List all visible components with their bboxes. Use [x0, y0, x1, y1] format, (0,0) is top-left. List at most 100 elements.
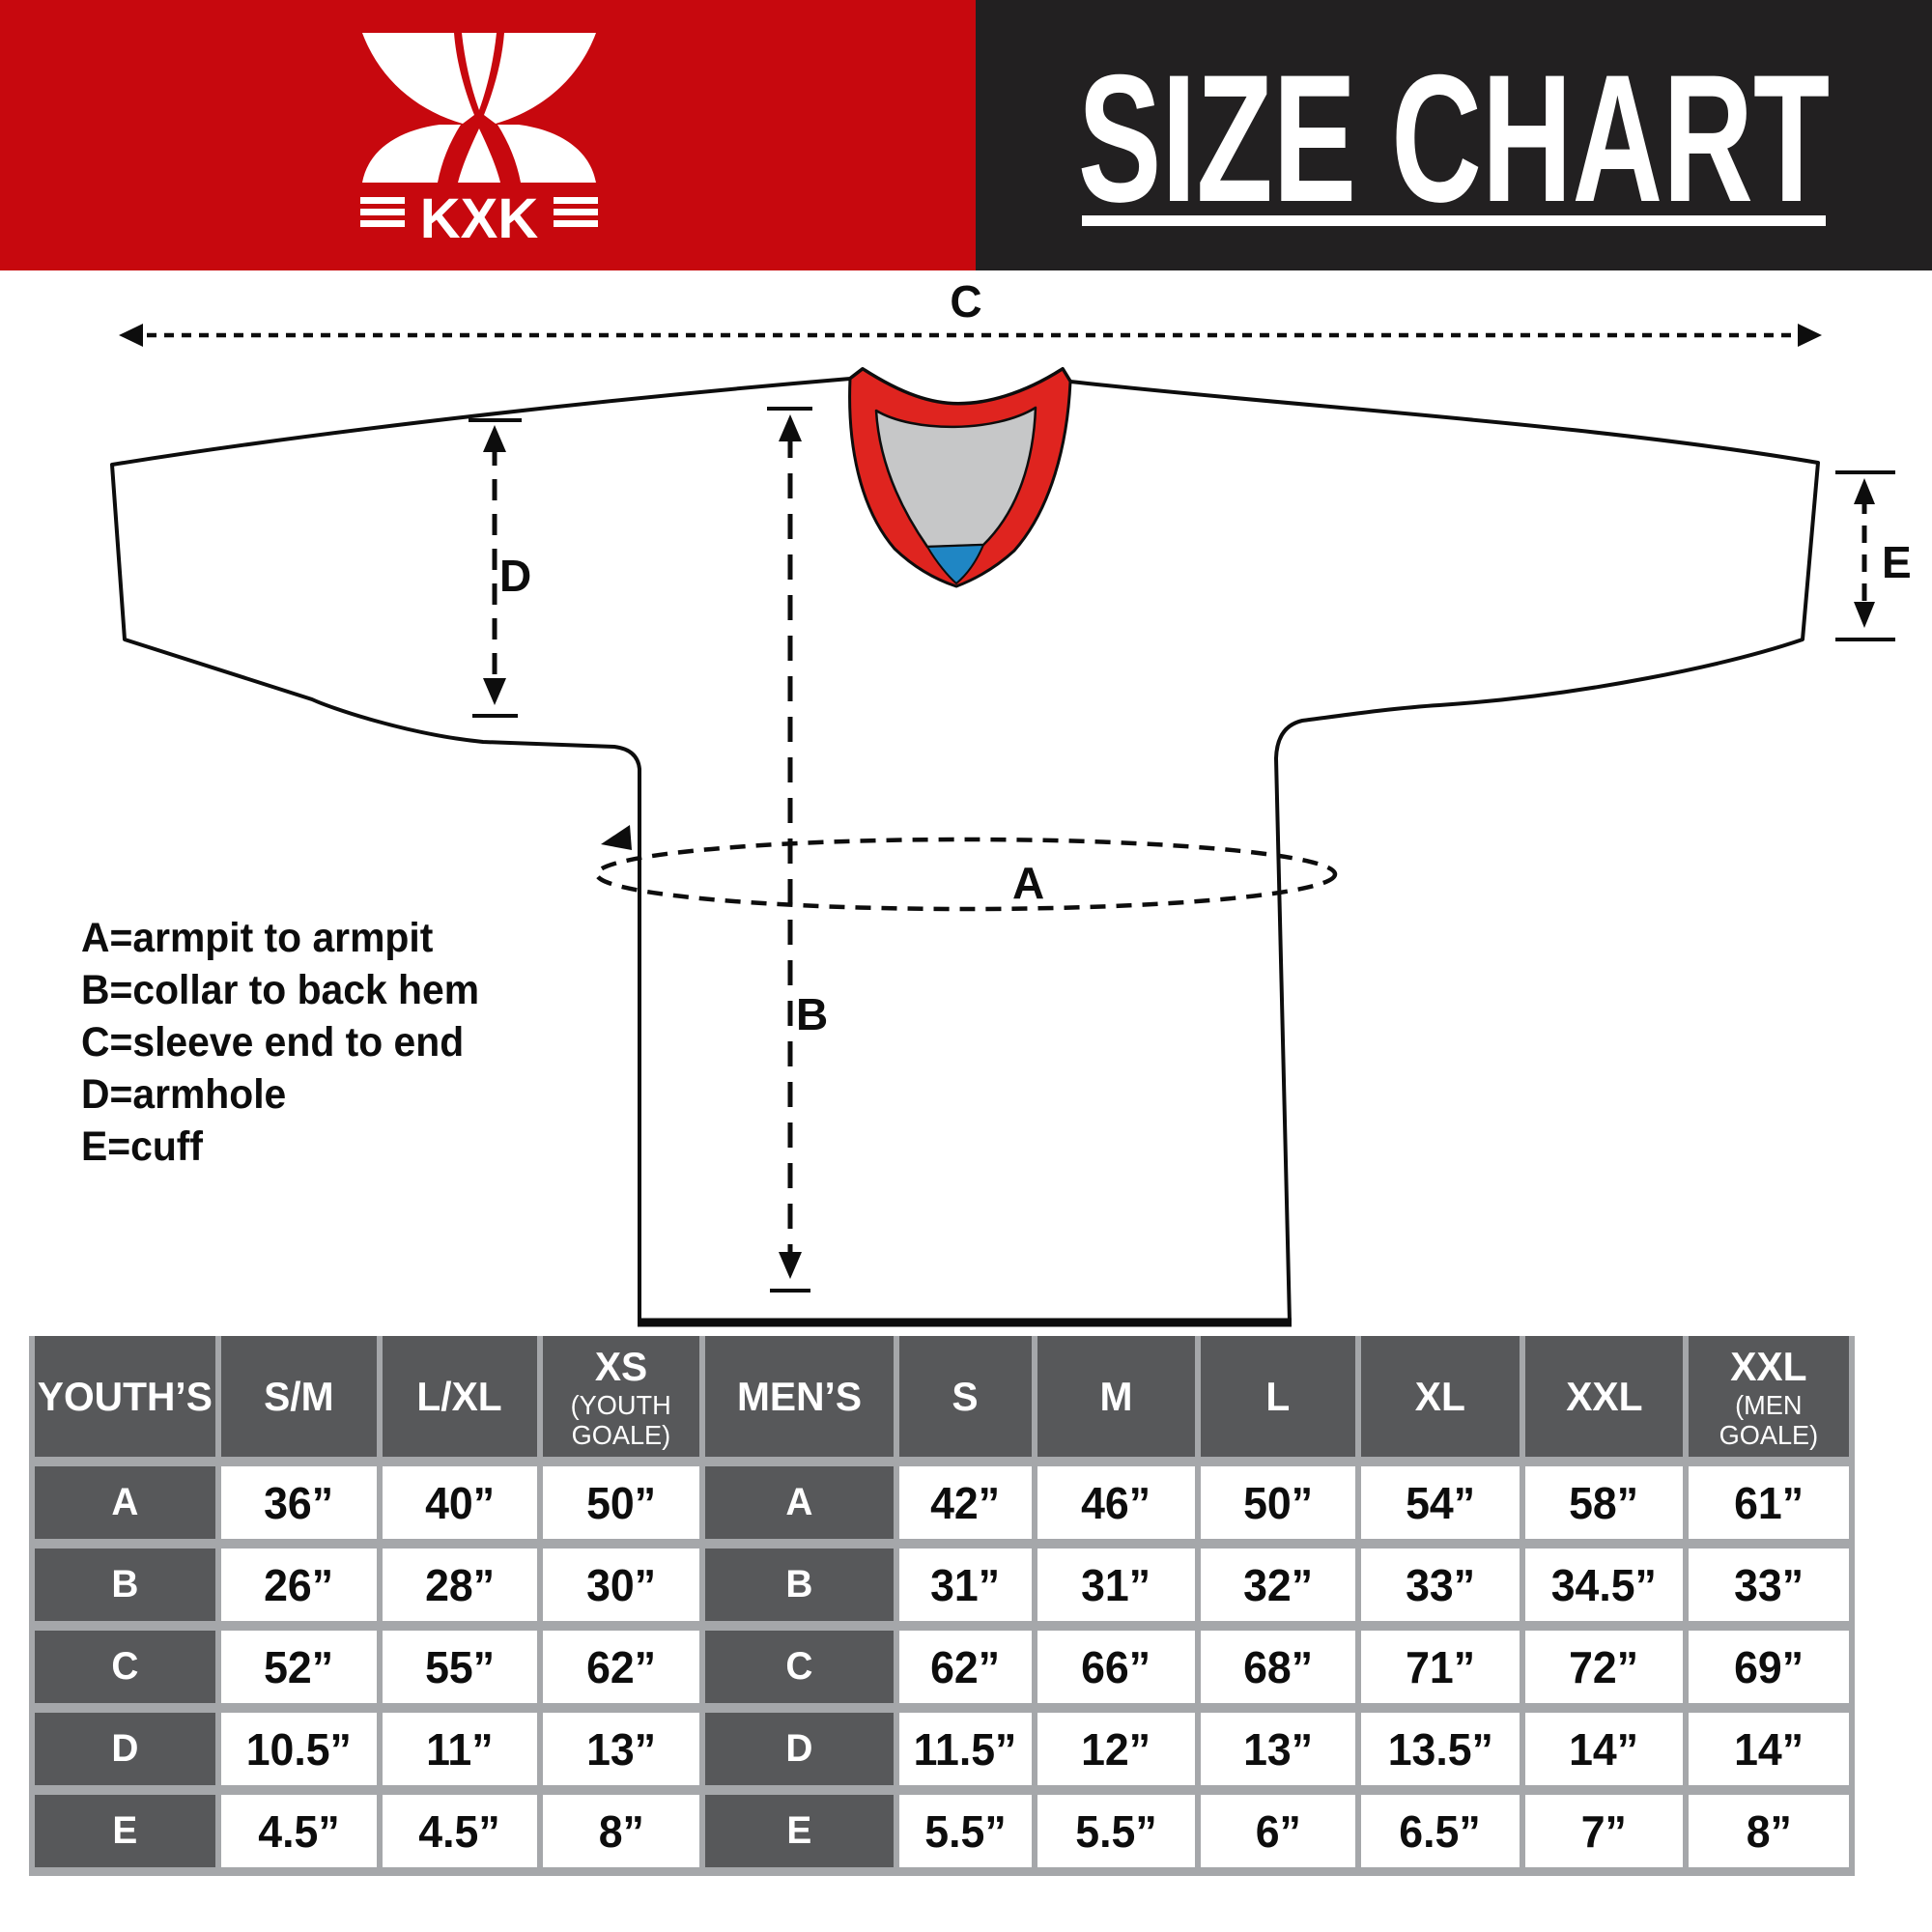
measure-arrow-c — [119, 324, 1822, 347]
row-label: D — [35, 1713, 216, 1785]
value-cell: 5.5” — [1037, 1795, 1196, 1867]
value-cell: 46” — [1037, 1466, 1196, 1539]
size-table: YOUTH’S S/M L/XL XS (YOUTH GOALE) MEN’S … — [29, 1336, 1855, 1876]
column-header-xxl: XXL — [1524, 1336, 1684, 1457]
row-label: B — [705, 1548, 895, 1621]
logo-dome-center — [458, 128, 500, 183]
column-header-xs-youth-goale: XS (YOUTH GOALE) — [542, 1336, 700, 1457]
measure-arrow-e — [1835, 470, 1895, 641]
measure-arrow-b — [767, 407, 812, 1293]
value-cell: 13” — [1201, 1713, 1356, 1785]
column-header-xl: XL — [1361, 1336, 1520, 1457]
value-cell: 62” — [542, 1631, 700, 1703]
label-a: A — [1012, 858, 1044, 908]
page-title: SIZE CHART — [1077, 37, 1831, 240]
measure-arrow-d — [469, 418, 522, 718]
value-cell: 31” — [899, 1548, 1032, 1621]
column-header-mens: MEN’S — [705, 1336, 895, 1457]
value-cell: 71” — [1361, 1631, 1520, 1703]
label-d: D — [499, 551, 531, 601]
table-row-d: D 10.5” 11” 13” D 11.5” 12” 13” 13.5” 14… — [35, 1713, 1849, 1785]
row-label: E — [705, 1795, 895, 1867]
value-cell: 32” — [1201, 1548, 1356, 1621]
value-cell: 66” — [1037, 1631, 1196, 1703]
row-label: D — [705, 1713, 895, 1785]
table-row-b: B 26” 28” 30” B 31” 31” 32” 33” 34.5” 33… — [35, 1548, 1849, 1621]
legend-line-d: D=armhole — [81, 1071, 287, 1118]
value-cell: 40” — [382, 1466, 537, 1539]
value-cell: 6” — [1201, 1795, 1356, 1867]
value-cell: 26” — [221, 1548, 377, 1621]
value-cell: 54” — [1361, 1466, 1520, 1539]
column-header-xxl-men-goale: XXL (MEN GOALE) — [1689, 1336, 1849, 1457]
logo-bars — [360, 197, 598, 227]
value-cell: 5.5” — [899, 1795, 1032, 1867]
value-cell: 31” — [1037, 1548, 1196, 1621]
logo-right-wing — [484, 33, 596, 124]
column-header-sm: S/M — [221, 1336, 377, 1457]
title-panel: SIZE CHART — [976, 0, 1932, 270]
value-cell: 55” — [382, 1631, 537, 1703]
logo-dome-left — [362, 125, 461, 183]
collar-inner-gray — [874, 406, 1037, 549]
value-cell: 11.5” — [899, 1713, 1032, 1785]
measurement-legend: A=armpit to armpit B=collar to back hem … — [81, 912, 479, 1173]
value-cell: 50” — [542, 1466, 700, 1539]
brand-panel: KXK — [0, 0, 976, 270]
value-cell: 62” — [899, 1631, 1032, 1703]
column-header-m: M — [1037, 1336, 1196, 1457]
label-b: B — [796, 989, 828, 1039]
header: KXK SIZE CHART — [0, 0, 1932, 270]
value-cell: 68” — [1201, 1631, 1356, 1703]
value-cell: 13” — [542, 1713, 700, 1785]
value-cell: 11” — [382, 1713, 537, 1785]
value-cell: 8” — [1689, 1795, 1849, 1867]
table-row-e: E 4.5” 4.5” 8” E 5.5” 5.5” 6” 6.5” 7” 8” — [35, 1795, 1849, 1867]
value-cell: 14” — [1524, 1713, 1684, 1785]
row-label: A — [705, 1466, 895, 1539]
value-cell: 8” — [542, 1795, 700, 1867]
value-cell: 7” — [1524, 1795, 1684, 1867]
value-cell: 4.5” — [382, 1795, 537, 1867]
value-cell: 34.5” — [1524, 1548, 1684, 1621]
legend-line-e: E=cuff — [81, 1123, 203, 1170]
value-cell: 42” — [899, 1466, 1032, 1539]
ellipse-arrowhead — [601, 825, 632, 850]
value-cell: 12” — [1037, 1713, 1196, 1785]
label-e: E — [1882, 537, 1912, 587]
table-row-a: A 36” 40” 50” A 42” 46” 50” 54” 58” 61” — [35, 1466, 1849, 1539]
kxk-logo: KXK — [360, 33, 598, 240]
value-cell: 33” — [1689, 1548, 1849, 1621]
table-row-c: C 52” 55” 62” C 62” 66” 68” 71” 72” 69” — [35, 1631, 1849, 1703]
column-header-youths: YOUTH’S — [35, 1336, 216, 1457]
legend-line-a: A=armpit to armpit — [81, 915, 434, 961]
row-label: C — [705, 1631, 895, 1703]
value-cell: 69” — [1689, 1631, 1849, 1703]
logo-left-wing — [362, 33, 474, 124]
collar-inner-blue — [926, 544, 984, 584]
value-cell: 4.5” — [221, 1795, 377, 1867]
value-cell: 52” — [221, 1631, 377, 1703]
jersey-diagram-svg: C D — [110, 276, 1912, 1327]
legend-line-c: C=sleeve end to end — [81, 1019, 465, 1065]
logo-center-wedge — [462, 33, 497, 110]
legend-line-b: B=collar to back hem — [81, 967, 480, 1013]
column-header-lxl: L/XL — [382, 1336, 537, 1457]
row-label: B — [35, 1548, 216, 1621]
row-label: A — [35, 1466, 216, 1539]
jersey-diagram: C D — [0, 270, 1932, 1336]
value-cell: 33” — [1361, 1548, 1520, 1621]
value-cell: 58” — [1524, 1466, 1684, 1539]
table-header-row: YOUTH’S S/M L/XL XS (YOUTH GOALE) MEN’S … — [35, 1336, 1849, 1457]
value-cell: 6.5” — [1361, 1795, 1520, 1867]
value-cell: 28” — [382, 1548, 537, 1621]
value-cell: 61” — [1689, 1466, 1849, 1539]
row-label: C — [35, 1631, 216, 1703]
row-label: E — [35, 1795, 216, 1867]
column-header-s: S — [899, 1336, 1032, 1457]
value-cell: 36” — [221, 1466, 377, 1539]
value-cell: 72” — [1524, 1631, 1684, 1703]
measure-ellipse-a — [594, 825, 1338, 912]
brand-text: KXK — [420, 187, 539, 240]
